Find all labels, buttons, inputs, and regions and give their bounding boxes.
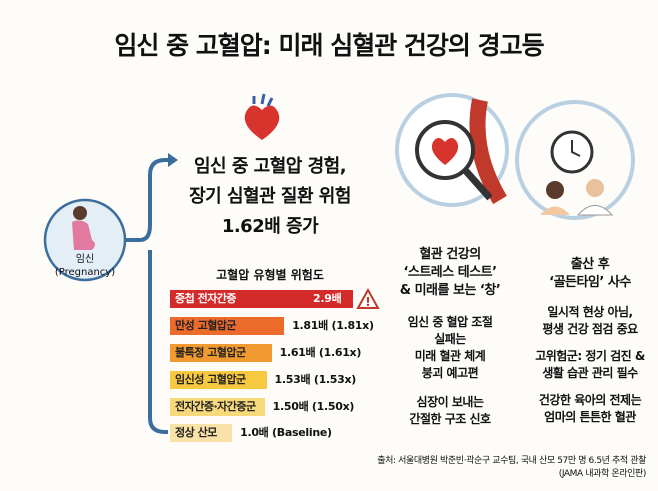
bar-value-label: 1.61배 (1.61x) [279,346,362,359]
bar-category-label: 불특정 고혈압군 [175,346,246,359]
risk-bar: 불특정 고혈압군 [170,344,272,362]
bar-category-label: 임신성 고혈압군 [175,373,246,386]
pregnancy-label-ko: 임신 [75,254,95,265]
column-left-p1: 임신 중 혈압 조절 실패는 미래 혈관 체계 붕괴 예고편 [385,314,515,382]
heading-line: 혈관 건강의 [419,247,481,262]
bar-value-label: 1.81배 (1.81x) [292,319,374,332]
column-right-p1: 일시적 현상 아님, 평생 건강 점검 중요 [520,304,658,338]
column-right-p3: 건강한 육아의 전제는 엄마의 튼튼한 혈관 [520,392,658,426]
text-line: 붕괴 예고편 [421,366,479,380]
bar-value-label: 2.9배 [313,292,342,305]
bar-value-label: 1.0배 (Baseline) [240,426,332,439]
arrow-down-path [148,250,168,434]
bar-category-label: 중첩 전자간증 [175,292,237,305]
column-right-p2: 고위험군: 정기 검진 & 생활 습관 관리 필수 [520,348,658,382]
bar-value-label: 1.53배 (1.53x) [274,373,357,386]
text-line: 생활 습관 관리 필수 [542,366,638,380]
risk-bar: 임신성 고혈압군 [170,371,267,389]
source-note: 출처: 서울대병원 박준빈·곽순구 교수팀, 국내 산모 57만 명 6.5년 … [377,455,646,481]
source-line: 출처: 서울대병원 박준빈·곽순구 교수팀, 국내 산모 57만 명 6.5년 … [377,456,646,466]
column-right: 출산 후 ‘골든타임’ 사수 일시적 현상 아님, 평생 건강 점검 중요 고위… [520,256,658,426]
column-left-heading: 혈관 건강의 ‘스트레스 테스트’ & 미래를 보는 ‘창’ [385,246,515,300]
heading-line: 출산 후 [570,257,610,272]
heading-line: ‘골든타임’ 사수 [549,275,631,290]
warning-icon: ! [356,287,380,309]
pregnancy-label: 임신 (Pregnancy) [45,253,125,279]
heading-line: & 미래를 보는 ‘창’ [399,283,501,298]
pregnancy-label-en: (Pregnancy) [54,267,116,278]
arrow-up-path [120,158,175,242]
bar-category-label: 전자간증·자간증군 [175,400,256,413]
magnifier-artery-icon [395,93,635,220]
text-line: 심장이 보내는 [416,395,484,409]
source-line: (JAMA 내과학 온라인판) [558,469,647,479]
headline-line: 장기 심혈관 질환 위험 [189,186,351,207]
text-line: 일시적 현상 아님, [547,305,633,319]
column-right-heading: 출산 후 ‘골든타임’ 사수 [520,256,658,292]
text-line: 미래 혈관 체계 [414,349,486,363]
text-line: 실패는 [434,332,466,346]
headline-line: 1.62배 증가 [221,216,319,237]
risk-bar: 전자간증·자간증군 [170,398,265,416]
heading-line: ‘스트레스 테스트’ [403,265,497,280]
bar-category-label: 만성 고혈압군 [175,319,237,332]
text-line: 고위험군: 정기 검진 & [535,349,645,363]
flow-arrows [120,158,175,434]
heart-icon [244,93,280,140]
chart-title: 고혈압 유형별 위험도 [216,268,324,282]
column-left-p2: 심장이 보내는 간절한 구조 신호 [385,394,515,428]
risk-bar: 정상 산모 [170,424,233,442]
text-line: 건강한 육아의 전제는 [538,393,642,407]
page-title: 임신 중 고혈압: 미래 심혈관 건강의 경고등 [114,31,544,60]
bar-category-label: 정상 산모 [175,426,217,439]
bar-value-label: 1.50배 (1.50x) [272,400,355,413]
svg-text:!: ! [365,295,370,309]
risk-bar: 중첩 전자간증 [170,290,353,308]
arrow-head-icon [168,153,178,167]
pregnant-woman-icon [43,198,127,282]
text-line: 임신 중 혈압 조절 [407,315,493,329]
text-line: 간절한 구조 신호 [409,412,491,426]
risk-bar: 만성 고혈압군 [170,317,285,335]
column-left: 혈관 건강의 ‘스트레스 테스트’ & 미래를 보는 ‘창’ 임신 중 혈압 조… [385,246,515,428]
text-line: 엄마의 튼튼한 혈관 [544,410,636,424]
text-line: 평생 건강 점검 중요 [542,322,638,336]
clock-doctor-icon [540,130,614,216]
headline: 임신 중 고혈압 경험, 장기 심혈관 질환 위험 1.62배 증가 [160,152,380,242]
headline-line: 임신 중 고혈압 경험, [193,156,347,177]
